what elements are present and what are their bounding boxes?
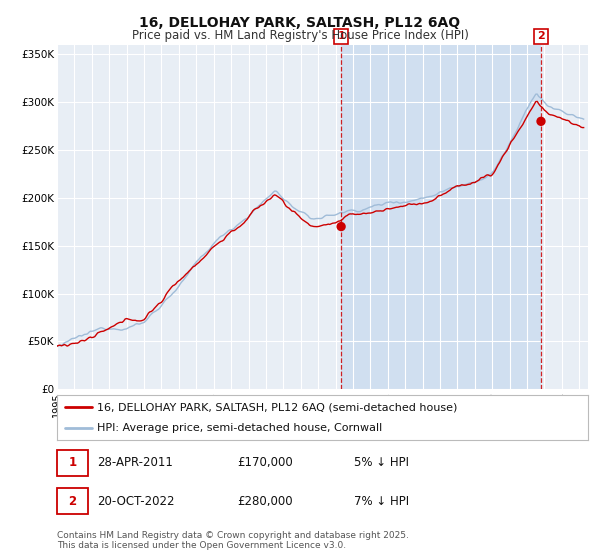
- Text: 28-APR-2011: 28-APR-2011: [97, 456, 173, 469]
- Point: [536, 117, 546, 126]
- Text: 16, DELLOHAY PARK, SALTASH, PL12 6AQ (semi-detached house): 16, DELLOHAY PARK, SALTASH, PL12 6AQ (se…: [97, 402, 457, 412]
- FancyBboxPatch shape: [57, 450, 88, 475]
- FancyBboxPatch shape: [57, 488, 88, 514]
- Text: 1: 1: [337, 31, 345, 41]
- Text: 20-OCT-2022: 20-OCT-2022: [97, 494, 175, 508]
- Text: 7% ↓ HPI: 7% ↓ HPI: [355, 494, 409, 508]
- Text: £170,000: £170,000: [238, 456, 293, 469]
- Point: [337, 222, 346, 231]
- Text: 16, DELLOHAY PARK, SALTASH, PL12 6AQ: 16, DELLOHAY PARK, SALTASH, PL12 6AQ: [139, 16, 461, 30]
- Text: HPI: Average price, semi-detached house, Cornwall: HPI: Average price, semi-detached house,…: [97, 423, 382, 433]
- Text: 5% ↓ HPI: 5% ↓ HPI: [355, 456, 409, 469]
- Text: Contains HM Land Registry data © Crown copyright and database right 2025.
This d: Contains HM Land Registry data © Crown c…: [57, 531, 409, 550]
- Text: 1: 1: [68, 456, 76, 469]
- Text: Price paid vs. HM Land Registry's House Price Index (HPI): Price paid vs. HM Land Registry's House …: [131, 29, 469, 42]
- Text: 2: 2: [537, 31, 545, 41]
- Text: 2: 2: [68, 494, 76, 508]
- Bar: [341, 45, 541, 389]
- Text: £280,000: £280,000: [238, 494, 293, 508]
